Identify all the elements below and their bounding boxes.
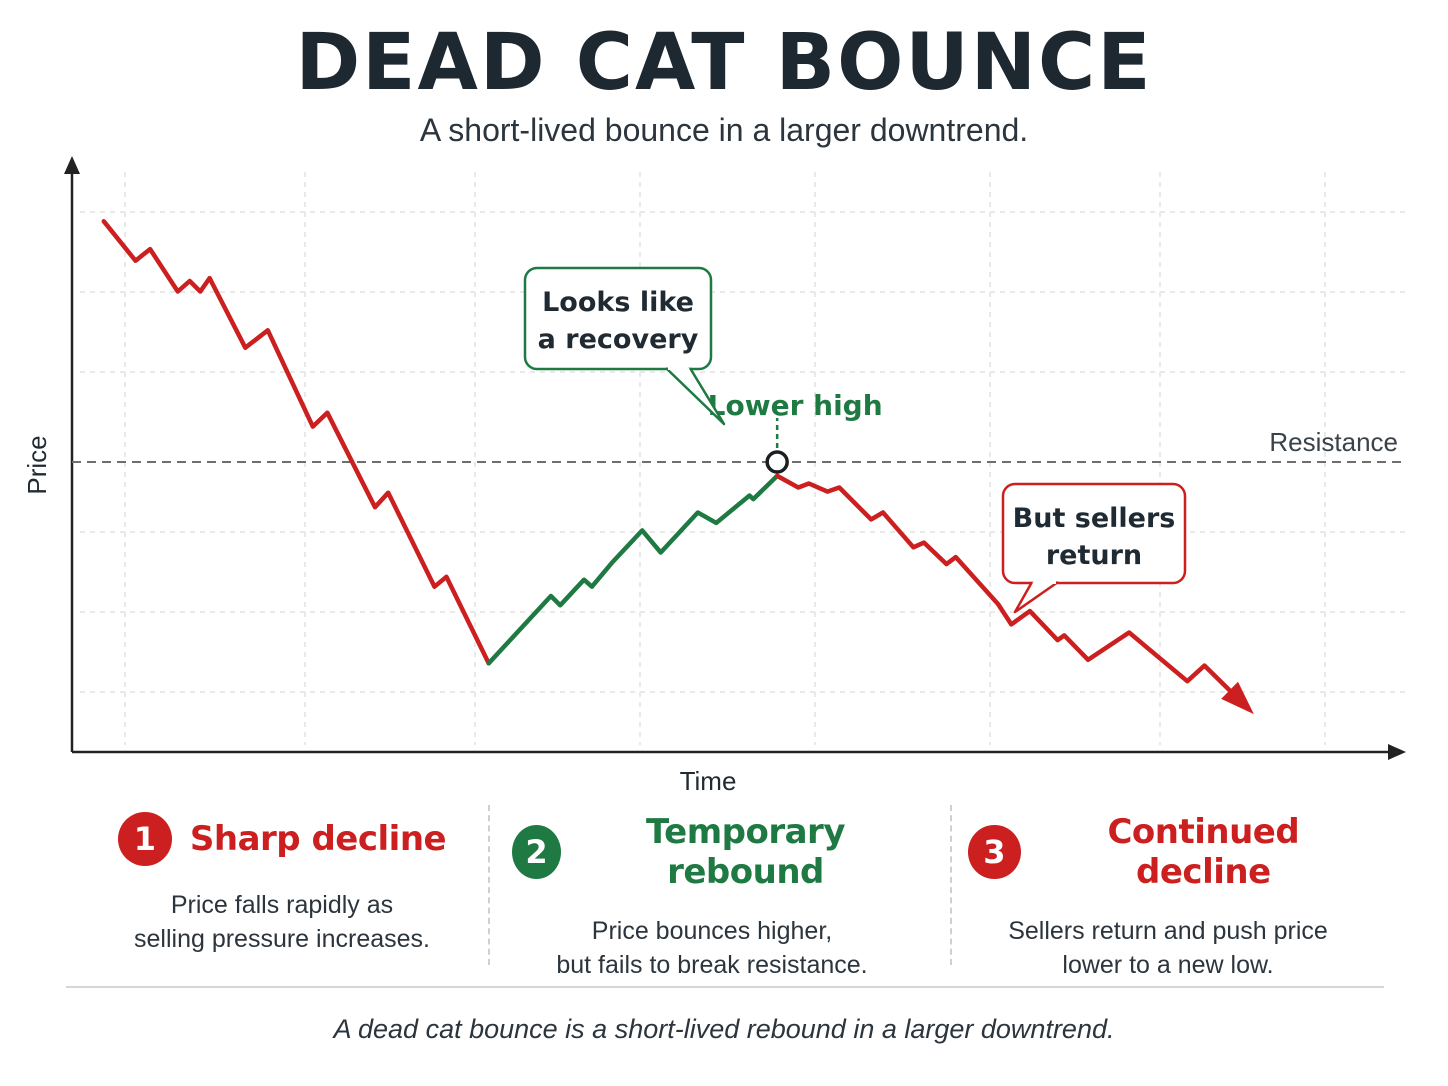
footer-divider — [66, 986, 1384, 988]
step-1: 1 Sharp decline Price falls rapidly as s… — [82, 812, 482, 956]
price-series-line-1 — [101, 219, 491, 666]
step-divider — [488, 805, 490, 965]
step-1-number-badge: 1 — [117, 812, 172, 866]
step-1-description: Price falls rapidly as selling pressure … — [134, 891, 430, 953]
recovery-callout-box — [523, 266, 713, 371]
sellers-return-callout-pointer — [1013, 580, 1059, 614]
page-title: DEAD CAT BOUNCE — [295, 18, 1153, 108]
y-axis-arrow — [64, 156, 80, 174]
page-subtitle: A short-lived bounce in a larger downtre… — [419, 112, 1029, 148]
resistance-group: Resistance — [72, 427, 1405, 463]
x-axis-label: Time — [680, 766, 737, 796]
lower-high-label: Lower high — [708, 389, 883, 422]
recovery-callout-pointer — [665, 367, 726, 426]
step-divider — [950, 805, 952, 965]
step-2-description: Price bounces higher, but fails to break… — [556, 917, 868, 979]
sellers-return-callout-box — [1001, 482, 1187, 585]
annotations-group: Lower high Looks like a recovery But seller… — [523, 266, 1187, 614]
step-3-description: Sellers return and push price lower to a… — [1008, 917, 1328, 979]
step-2-title: Temporary rebound — [645, 812, 846, 892]
lower-high-point — [765, 450, 789, 474]
recovery-callout-text: a recovery — [538, 324, 699, 355]
sellers-return-callout-text: But sellers — [1013, 503, 1176, 534]
sellers-return-callout: But sellers return — [1001, 482, 1187, 614]
x-axis-arrow — [1388, 744, 1406, 760]
chart-axes: Time Price — [22, 156, 1406, 796]
step-2: 2 Temporary rebound Price bounces higher… — [512, 812, 912, 982]
step-3: 3 Continued decline Sellers return and p… — [968, 812, 1368, 982]
step-2-number-badge: 2 — [512, 825, 561, 879]
price-series-line-3 — [774, 473, 1251, 711]
sellers-return-callout-text: return — [1046, 540, 1142, 571]
resistance-label: Resistance — [1269, 427, 1398, 457]
y-axis-label: Price — [22, 435, 52, 494]
step-1-title: Sharp decline — [189, 819, 447, 859]
price-series-group — [101, 219, 1254, 715]
chart-grid — [80, 172, 1405, 745]
trend-arrowhead — [1221, 681, 1254, 715]
step-3-number-badge: 3 — [968, 825, 1021, 879]
price-series-line-2 — [486, 473, 780, 666]
recovery-callout-text: Looks like — [542, 287, 694, 318]
recovery-callout: Looks like a recovery — [523, 266, 726, 426]
step-3-title: Continued decline — [1107, 812, 1300, 892]
footer-caption: A dead cat bounce is a short-lived rebou… — [333, 1014, 1115, 1044]
